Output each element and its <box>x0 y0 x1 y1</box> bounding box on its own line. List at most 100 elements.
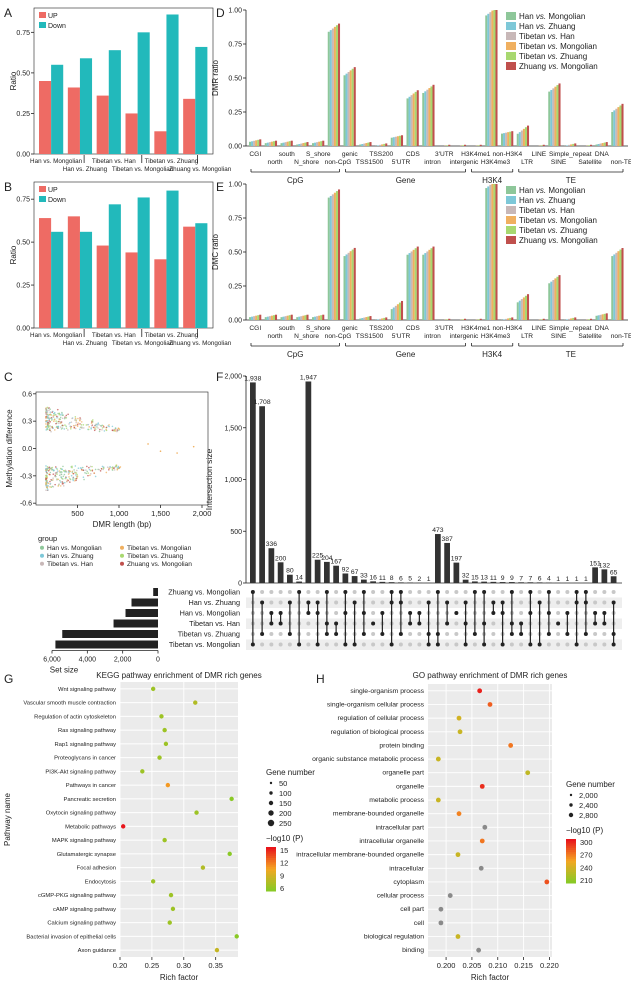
matrix-dot <box>398 642 403 647</box>
matrix-dot <box>454 600 459 605</box>
plot-title: GO pathway enrichment of DMR rich genes <box>413 671 568 680</box>
region-bar <box>290 314 293 320</box>
region-bar <box>314 316 317 320</box>
category-label: cell part <box>400 906 424 913</box>
y-tick-label: 0.50 <box>228 250 242 257</box>
scatter-point <box>46 472 49 475</box>
matrix-dot <box>583 642 588 647</box>
scatter-point <box>79 423 81 425</box>
color-bar-segment <box>266 853 276 857</box>
x-tick-label: 0.25 <box>145 961 160 970</box>
size-legend-label: 200 <box>279 809 292 818</box>
scatter-point <box>46 427 48 430</box>
category-label: Glutamatergic synapse <box>57 852 116 858</box>
x-tick-label: non-CpG <box>325 333 352 340</box>
scatter-point <box>50 486 53 489</box>
scatter-point <box>67 413 69 416</box>
region-bar <box>589 144 593 146</box>
region-bar <box>479 318 482 320</box>
intersection-label: 6 <box>399 575 403 582</box>
scatter-point <box>54 414 56 416</box>
y-tick-label: 0.75 <box>228 42 242 49</box>
region-bar <box>448 144 451 146</box>
scatter-point <box>65 470 67 473</box>
category-label: Endocytosis <box>85 879 116 885</box>
x-tick-label: Tibetan vs. Mongolian <box>112 166 174 173</box>
enrichment-dot <box>150 686 156 692</box>
region-bar <box>556 85 559 146</box>
matrix-dot <box>324 642 329 647</box>
intersection-bar <box>342 573 349 583</box>
intersection-label: 167 <box>330 559 342 566</box>
region-bar <box>396 304 399 320</box>
y-axis-title: Intersection size <box>204 449 214 511</box>
region-bar <box>548 91 551 146</box>
region-bar <box>491 10 494 146</box>
scatter-point <box>47 485 50 487</box>
intersection-label: 1,947 <box>300 374 317 381</box>
scatter-point <box>115 464 117 467</box>
legend-label: Han vs. Zhuang <box>519 196 576 205</box>
x-tick-label: non-H3K4 <box>492 325 522 332</box>
region-bar <box>365 317 368 320</box>
x-tick-label: CGI <box>249 325 261 332</box>
scatter-point <box>93 428 96 430</box>
enrichment-dot <box>438 906 444 912</box>
enrichment-dot <box>447 893 453 898</box>
matrix-dot <box>556 621 561 626</box>
matrix-dot <box>491 621 496 626</box>
scatter-point <box>76 425 79 428</box>
scatter-point <box>45 416 47 419</box>
scatter-point <box>87 428 90 431</box>
matrix-dot <box>491 632 496 636</box>
enrichment-dot <box>487 702 493 707</box>
region-bar <box>414 91 417 146</box>
scatter-point <box>102 466 105 468</box>
color-bar-segment <box>566 847 576 851</box>
legend-swatch <box>506 22 516 30</box>
x-tick-label: Tibetan vs. Zhuang <box>145 332 199 339</box>
scatter-point <box>70 421 73 423</box>
x-tick-label: Simple_repeat <box>549 151 592 158</box>
region-bar <box>526 294 530 320</box>
x-tick-label: H3K4me1 <box>461 151 491 158</box>
region-bar <box>316 316 319 320</box>
x-tick-label: CDS <box>406 151 421 158</box>
panel-f-label: F <box>216 370 224 384</box>
x-tick-label: N_shore <box>294 333 319 340</box>
scatter-point <box>45 481 47 484</box>
scatter-point <box>80 467 83 469</box>
set-tick-label: 6,000 <box>43 657 61 664</box>
bar-down <box>137 32 150 155</box>
intersection-bar <box>296 581 302 583</box>
scatter-point <box>59 426 62 428</box>
legend-label: UP <box>48 187 58 194</box>
size-legend-label: 100 <box>279 789 292 798</box>
set-name: Tibetan vs. Mongolian <box>169 640 240 649</box>
legend-label: Han vs. Mongolian <box>519 186 585 195</box>
region-bar <box>489 184 492 320</box>
scatter-point <box>45 423 47 425</box>
x-tick-label: genic <box>342 325 358 332</box>
scatter-point <box>65 425 67 428</box>
region-bar <box>300 316 303 320</box>
region-bar <box>298 316 301 320</box>
y-tick-label: 1,000 <box>224 477 242 484</box>
scatter-point <box>71 471 74 474</box>
scatter-point <box>47 413 49 416</box>
scatter-point <box>58 483 60 485</box>
category-label: Proteoglycans in cancer <box>54 756 116 762</box>
region-bar <box>400 135 404 146</box>
region-bar <box>406 98 409 146</box>
region-bar <box>286 315 289 320</box>
region-bar <box>314 142 317 146</box>
scatter-point <box>58 413 61 416</box>
color-bar-segment <box>266 851 276 855</box>
group-label: Gene <box>396 350 416 359</box>
intersection-label: 6 <box>538 575 542 582</box>
intersection-bar <box>592 567 598 583</box>
region-bar <box>524 295 527 320</box>
color-bar-segment <box>266 880 276 883</box>
region-bar <box>312 143 315 146</box>
set-size-bar <box>62 630 158 638</box>
